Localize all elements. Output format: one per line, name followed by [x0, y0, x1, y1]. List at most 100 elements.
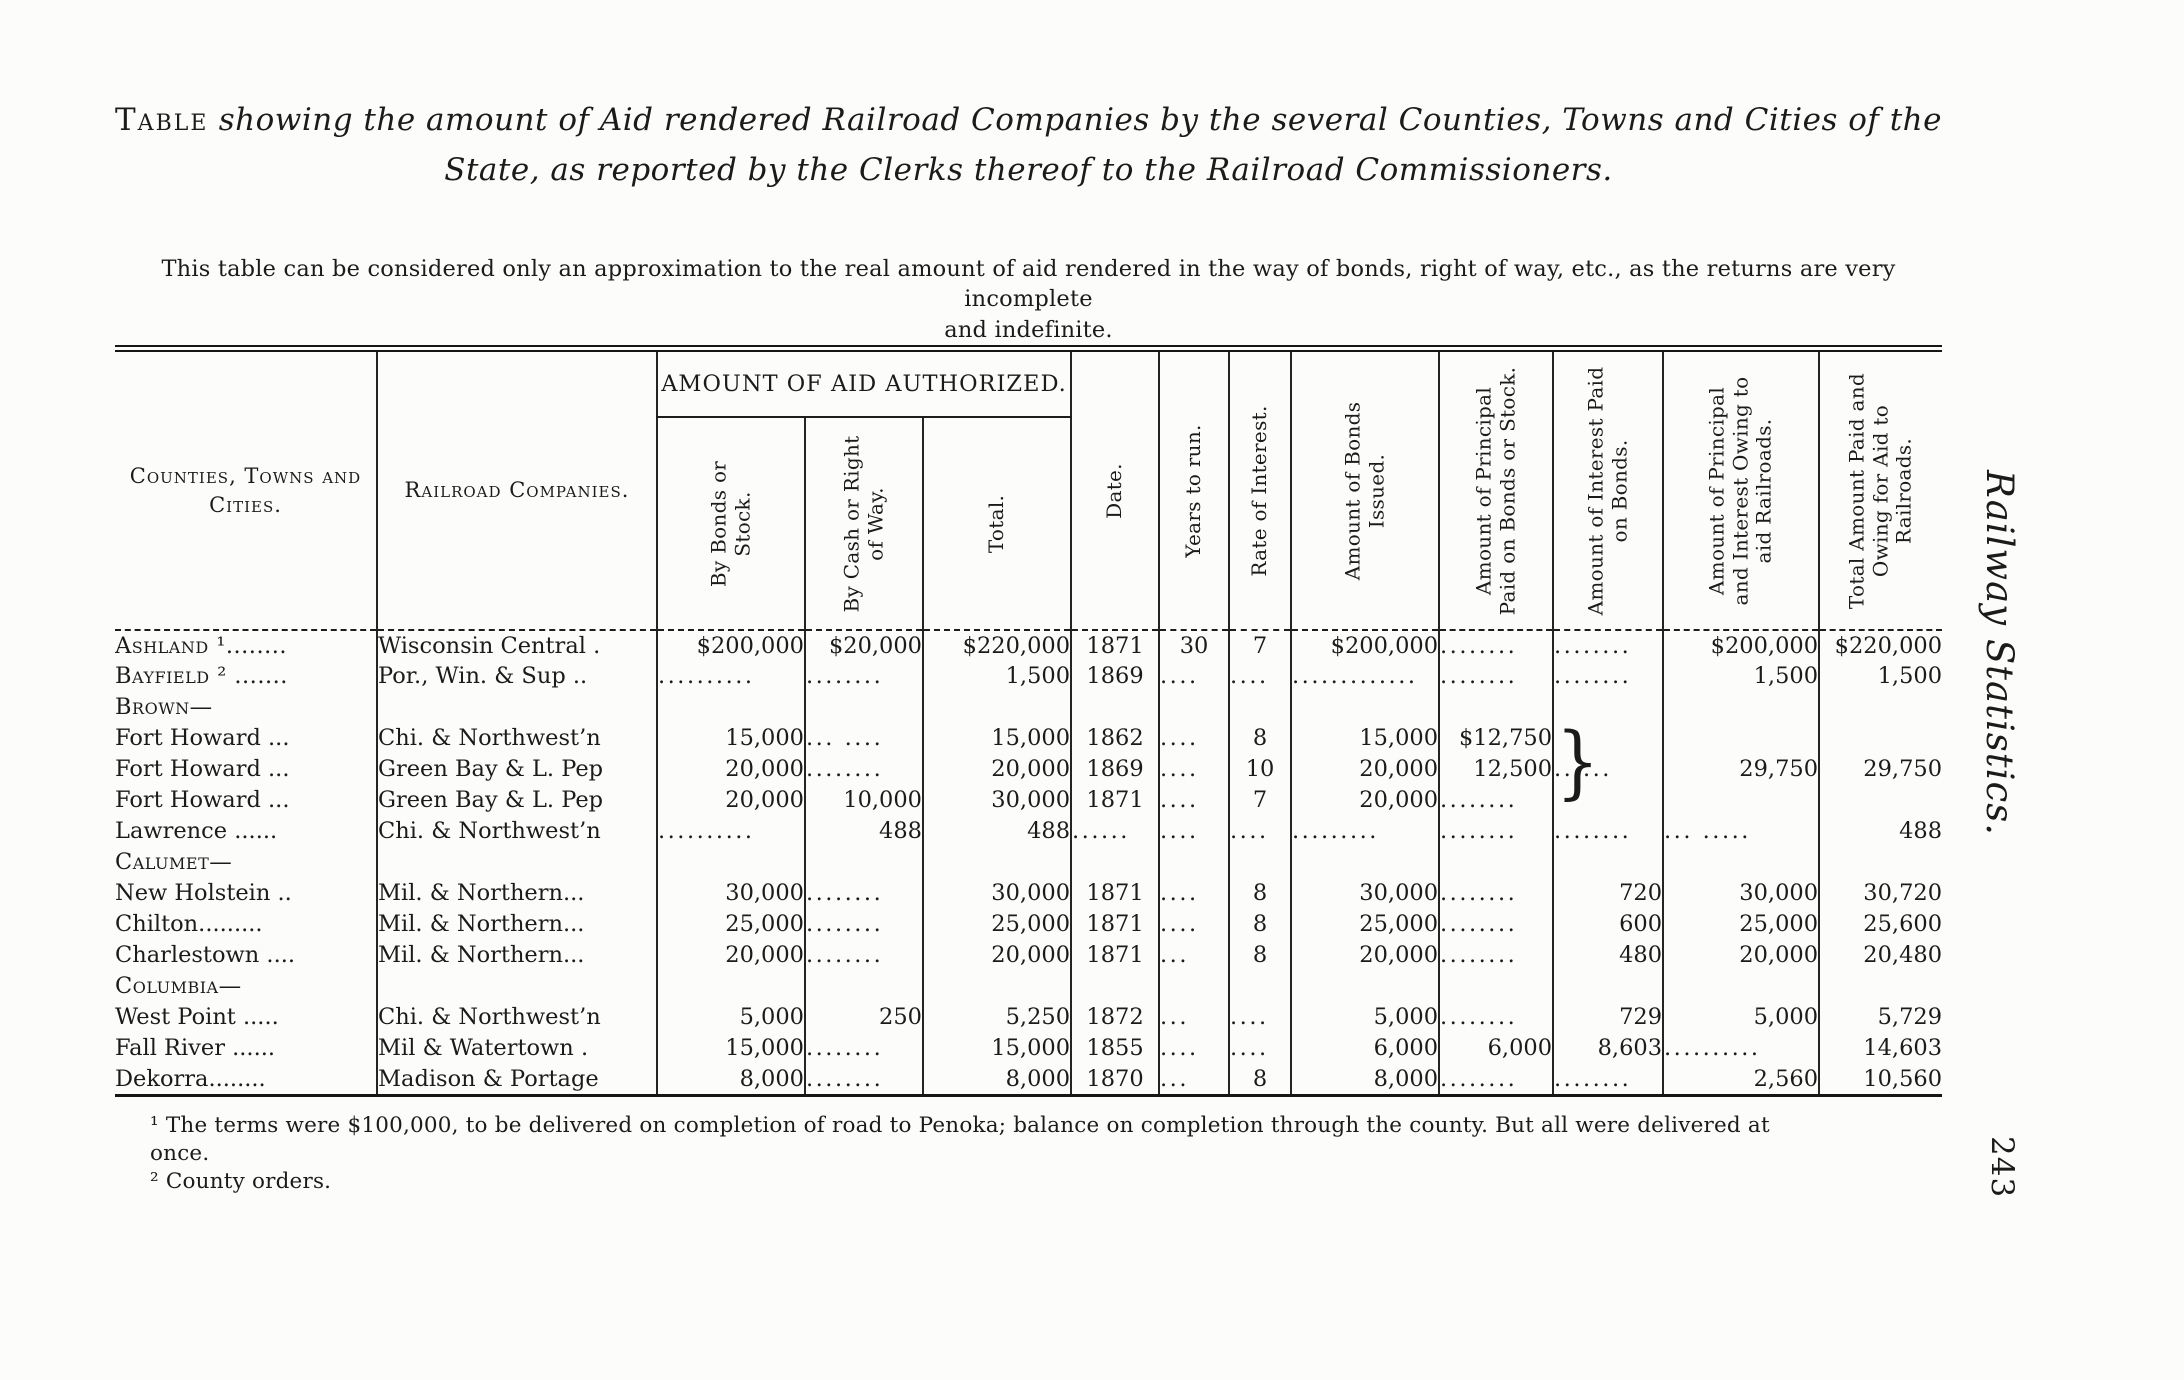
value-cell	[1158, 971, 1230, 1002]
value-cell	[1662, 785, 1820, 816]
value-cell: ........	[1438, 630, 1554, 661]
value-cell	[1438, 692, 1554, 723]
header-interest-paid: Amount of Interest Paid on Bonds.	[1552, 348, 1664, 631]
county-cell: Chilton.........	[115, 911, 263, 938]
value-cell	[1662, 847, 1820, 878]
value-cell: $20,000	[804, 630, 923, 661]
value-cell: ........	[804, 909, 923, 940]
value-cell	[1552, 723, 1664, 754]
value-cell	[1438, 971, 1554, 1002]
county-group-row: Calumet—	[115, 847, 1943, 878]
value-cell: ....	[1228, 816, 1292, 847]
county-cell: Columbia—	[115, 973, 242, 1000]
value-cell: 30,000	[921, 878, 1072, 909]
value-cell: ......	[1070, 816, 1160, 847]
value-cell: 1855	[1070, 1033, 1160, 1064]
value-cell: 20,000	[656, 785, 805, 816]
value-cell: 1871	[1070, 909, 1160, 940]
value-cell: ........	[1438, 909, 1554, 940]
value-cell: ........	[1438, 878, 1554, 909]
value-cell: 1871	[1070, 785, 1160, 816]
value-cell: ........	[804, 754, 923, 785]
value-cell: 1871	[1070, 878, 1160, 909]
value-cell: 10	[1228, 754, 1292, 785]
table-row: Chilton......... Mil. & Northern... 25,000…	[115, 909, 1943, 940]
value-cell	[1228, 847, 1292, 878]
county-cell: Fort Howard ...	[115, 787, 290, 814]
table-row: Fort Howard ... Green Bay & L. Pep 20,000 1…	[115, 785, 1943, 816]
header-companies: Railroad Companies.	[376, 348, 657, 631]
value-cell: 25,000	[656, 909, 805, 940]
value-cell: 1869	[1070, 754, 1160, 785]
value-cell	[376, 847, 657, 878]
county-cell: New Holstein ..	[115, 880, 292, 907]
value-cell	[1818, 847, 1943, 878]
table-row: Fort Howard ... Green Bay & L. Pep 20,000.…	[115, 754, 1943, 785]
value-cell: ... .....	[1662, 816, 1820, 847]
value-cell: ..........	[656, 661, 805, 692]
value-cell: 480	[1552, 940, 1664, 971]
value-cell: ........	[1552, 630, 1664, 661]
value-cell: Chi. & Northwest’n	[376, 816, 657, 847]
value-cell: 720	[1552, 878, 1664, 909]
value-cell: ........	[1552, 661, 1664, 692]
value-cell: ........	[1552, 1064, 1664, 1095]
value-cell	[921, 692, 1072, 723]
header-rate-of-interest: Rate of Interest.	[1228, 348, 1292, 631]
value-cell: ........	[1438, 816, 1554, 847]
value-cell	[656, 971, 805, 1002]
county-cell: Lawrence ......	[115, 818, 278, 845]
value-cell: 30,000	[1290, 878, 1440, 909]
value-cell: Mil & Watertown .	[376, 1033, 657, 1064]
value-cell: 488	[1818, 816, 1943, 847]
header-row-1: Counties, Towns and Cities. Railroad Com…	[115, 348, 1943, 631]
value-cell: ........	[1438, 1002, 1554, 1033]
value-cell: ..........	[1662, 1033, 1820, 1064]
value-cell: 20,000	[1290, 785, 1440, 816]
value-cell: Wisconsin Central .	[376, 630, 657, 661]
value-cell: 488	[921, 816, 1072, 847]
value-cell: 15,000	[656, 723, 805, 754]
grouping-brace: }	[1556, 715, 1600, 808]
value-cell: 5,729	[1818, 1002, 1943, 1033]
value-cell	[1070, 971, 1160, 1002]
value-cell	[921, 971, 1072, 1002]
value-cell: 15,000	[656, 1033, 805, 1064]
title-prefix: Table	[115, 102, 209, 138]
county-cell: Fort Howard ...	[115, 756, 290, 783]
value-cell: 1,500	[1818, 661, 1943, 692]
value-cell: 20,000	[1662, 940, 1820, 971]
value-cell: 8,000	[656, 1064, 805, 1095]
footnote-1: ¹ The terms were $100,000, to be deliver…	[150, 1113, 1770, 1166]
header-date: Date.	[1070, 348, 1160, 631]
aid-table: Counties, Towns and Cities. Railroad Com…	[115, 345, 1943, 1097]
county-group-row: Columbia—	[115, 971, 1943, 1002]
value-cell	[376, 971, 657, 1002]
value-cell: 8	[1228, 940, 1292, 971]
value-cell: ......	[1552, 754, 1664, 785]
title-line1: showing the amount of Aid rendered Railr…	[218, 102, 1942, 138]
value-cell: Chi. & Northwest’n	[376, 723, 657, 754]
value-cell: ... ....	[804, 723, 923, 754]
value-cell	[1070, 847, 1160, 878]
value-cell	[1290, 971, 1440, 1002]
value-cell: 729	[1552, 1002, 1664, 1033]
value-cell: 1870	[1070, 1064, 1160, 1095]
value-cell: 5,000	[1662, 1002, 1820, 1033]
value-cell: Mil. & Northern...	[376, 940, 657, 971]
value-cell	[1228, 692, 1292, 723]
value-cell: ....	[1228, 661, 1292, 692]
value-cell: 6,000	[1290, 1033, 1440, 1064]
value-cell: 600	[1552, 909, 1664, 940]
value-cell	[1818, 723, 1943, 754]
value-cell: 250	[804, 1002, 923, 1033]
value-cell: 20,480	[1818, 940, 1943, 971]
header-counties: Counties, Towns and Cities.	[115, 348, 377, 631]
value-cell: ........	[804, 878, 923, 909]
value-cell: 8	[1228, 909, 1292, 940]
value-cell: 8	[1228, 723, 1292, 754]
value-cell: 20,000	[656, 940, 805, 971]
value-cell: Por., Win. & Sup ..	[376, 661, 657, 692]
table-note: This table can be considered only an app…	[115, 254, 1942, 345]
